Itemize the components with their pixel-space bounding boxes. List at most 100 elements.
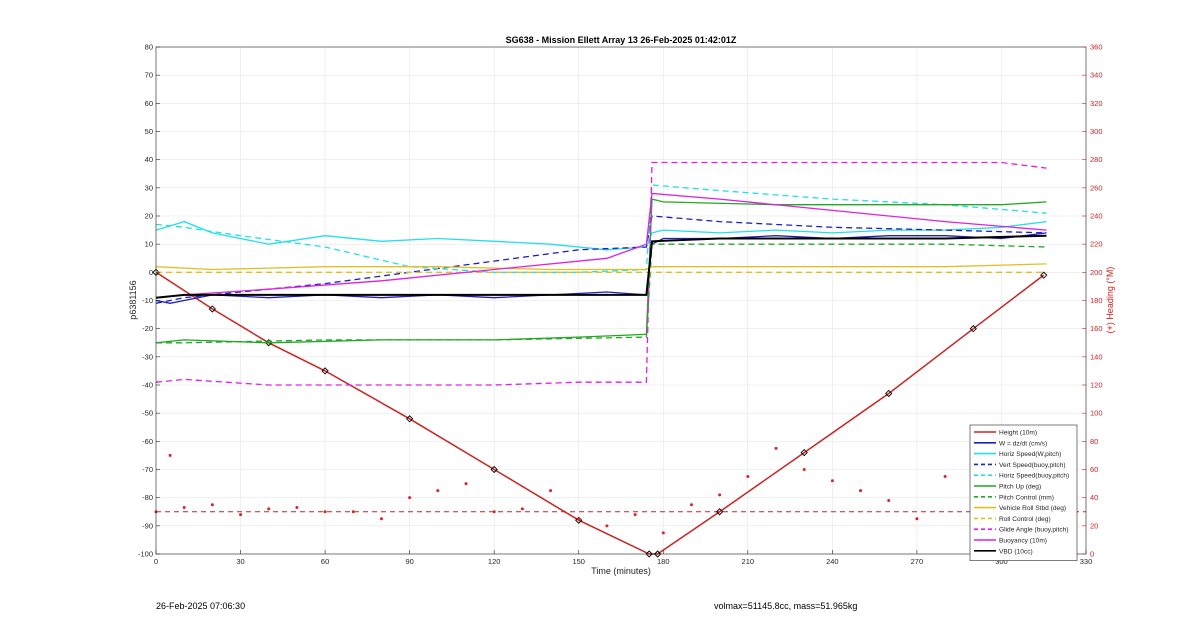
- x-tick-label: 30: [236, 557, 244, 566]
- right-tick-label: 220: [1090, 240, 1103, 249]
- series-height-10m: [155, 271, 1045, 555]
- heading-point: [323, 510, 327, 514]
- x-tick-label: 150: [572, 557, 585, 566]
- left-tick-label: 50: [145, 127, 153, 136]
- height-marker: [405, 415, 414, 423]
- height-marker: [321, 367, 329, 375]
- right-tick-label: 120: [1090, 381, 1103, 390]
- right-tick-label: 320: [1090, 99, 1103, 108]
- left-axis-label: p6381156: [128, 280, 138, 319]
- heading-point: [633, 513, 637, 517]
- series-layer: [152, 161, 1086, 558]
- heading-point: [887, 498, 891, 502]
- footer-stats: volmax=51145.8cc, mass=51.965kg: [714, 601, 858, 611]
- right-tick-label: 20: [1090, 521, 1098, 530]
- right-tick-label: 180: [1090, 296, 1103, 305]
- left-tick-label: 10: [145, 240, 153, 249]
- x-tick-label: 90: [405, 557, 413, 566]
- x-tick-label: 240: [826, 557, 839, 566]
- left-tick-label: -30: [142, 352, 153, 361]
- x-tick-label: 0: [154, 557, 158, 566]
- right-tick-label: 280: [1090, 155, 1103, 164]
- left-tick-label: -40: [142, 381, 153, 390]
- heading-point: [577, 517, 581, 521]
- legend-label: Height (10m): [999, 430, 1037, 437]
- left-tick-label: 20: [145, 212, 153, 221]
- legend-label: Pitch Control (mm): [999, 494, 1054, 501]
- right-tick-label: 60: [1090, 465, 1098, 474]
- height-marker: [885, 389, 893, 398]
- right-tick-label: 140: [1090, 352, 1103, 361]
- right-tick-label: 40: [1090, 493, 1098, 502]
- right-tick-label: 300: [1090, 127, 1103, 136]
- heading-point: [605, 524, 609, 528]
- left-tick-label: -90: [142, 521, 153, 530]
- left-tick-label: -20: [142, 324, 153, 333]
- legend-label: Vehicle Roll Stbd (deg): [999, 505, 1066, 512]
- left-tick-label: 0: [149, 268, 153, 277]
- heading-point: [239, 513, 243, 517]
- heading-point: [379, 517, 383, 521]
- right-tick-label: 340: [1090, 71, 1103, 80]
- heading-point: [661, 531, 665, 535]
- series-pitch-control-mm: [156, 243, 1047, 344]
- series-glide-angle-buoy-pitch: [155, 161, 1047, 386]
- right-axis-ticks: 0 20 40 60 80 100 120 140 160 180 200 220 240 260 280 3…: [1082, 43, 1103, 559]
- heading-point: [492, 510, 496, 514]
- heading-point: [830, 479, 834, 483]
- left-tick-label: -70: [142, 465, 153, 474]
- legend-box: [969, 424, 1078, 561]
- x-tick-label: 180: [657, 557, 670, 566]
- heading-point: [408, 496, 412, 500]
- legend-label: W = dz/dt (cm/s): [999, 440, 1047, 447]
- heading-point: [689, 503, 693, 507]
- heading-point: [549, 489, 553, 493]
- heading-point: [210, 503, 214, 507]
- legend-label: Vert Speed(buoy,pitch): [999, 462, 1066, 469]
- right-tick-label: 240: [1090, 212, 1103, 221]
- heading-point: [746, 475, 750, 479]
- left-tick-label: 80: [145, 43, 153, 52]
- heading-point: [436, 489, 440, 493]
- series-horiz-speed-buoy-pitch: [155, 184, 1047, 273]
- heading-point: [520, 507, 524, 511]
- height-marker: [208, 305, 217, 313]
- chart-title: SG638 - Mission Ellett Array 13 26-Feb-2…: [506, 35, 737, 45]
- left-tick-label: -100: [138, 550, 153, 559]
- x-tick-label: 300: [995, 557, 1008, 566]
- right-tick-label: 360: [1090, 43, 1103, 52]
- left-tick-label: -50: [142, 409, 153, 418]
- right-tick-label: 100: [1090, 409, 1103, 418]
- heading-point: [267, 507, 271, 511]
- legend-label: Pitch Up (deg): [999, 484, 1041, 491]
- height-marker: [490, 465, 498, 474]
- x-tick-label: 60: [321, 557, 329, 566]
- heading-point: [943, 475, 947, 479]
- left-tick-label: 70: [145, 71, 153, 80]
- heading-point: [295, 506, 299, 510]
- series-heading: [154, 446, 1049, 535]
- legend-label: Glide Angle (buoy,pitch): [999, 527, 1069, 534]
- height-marker: [969, 325, 977, 333]
- right-axis-label: (+) Heading (°M): [1105, 267, 1115, 334]
- left-tick-label: -80: [142, 493, 153, 502]
- series-vbd-10cc: [155, 234, 1047, 299]
- heading-point: [464, 482, 468, 486]
- series-buoyancy-10m: [155, 192, 1047, 299]
- left-tick-label: -10: [142, 296, 153, 305]
- left-tick-label: 40: [145, 155, 153, 164]
- heading-point: [802, 468, 806, 471]
- x-axis-ticks: 0 30 60 90 120 150 180 210 240 270 300 330: [154, 550, 1092, 566]
- right-tick-label: 80: [1090, 437, 1098, 446]
- right-tick-label: 0: [1090, 550, 1094, 559]
- left-tick-label: 30: [145, 183, 153, 192]
- x-tick-label: 270: [911, 557, 924, 566]
- legend-label: Horiz Speed(W,pitch): [999, 451, 1061, 458]
- right-tick-label: 260: [1090, 183, 1103, 192]
- series-vert-speed-buoy-pitch: [155, 215, 1047, 304]
- heading-point: [859, 489, 863, 493]
- heading-point: [718, 493, 722, 497]
- chart-legend: Height (10m) W = dz/dt (cm/s) Horiz Speed(…: [969, 424, 1078, 561]
- heading-point: [168, 453, 172, 457]
